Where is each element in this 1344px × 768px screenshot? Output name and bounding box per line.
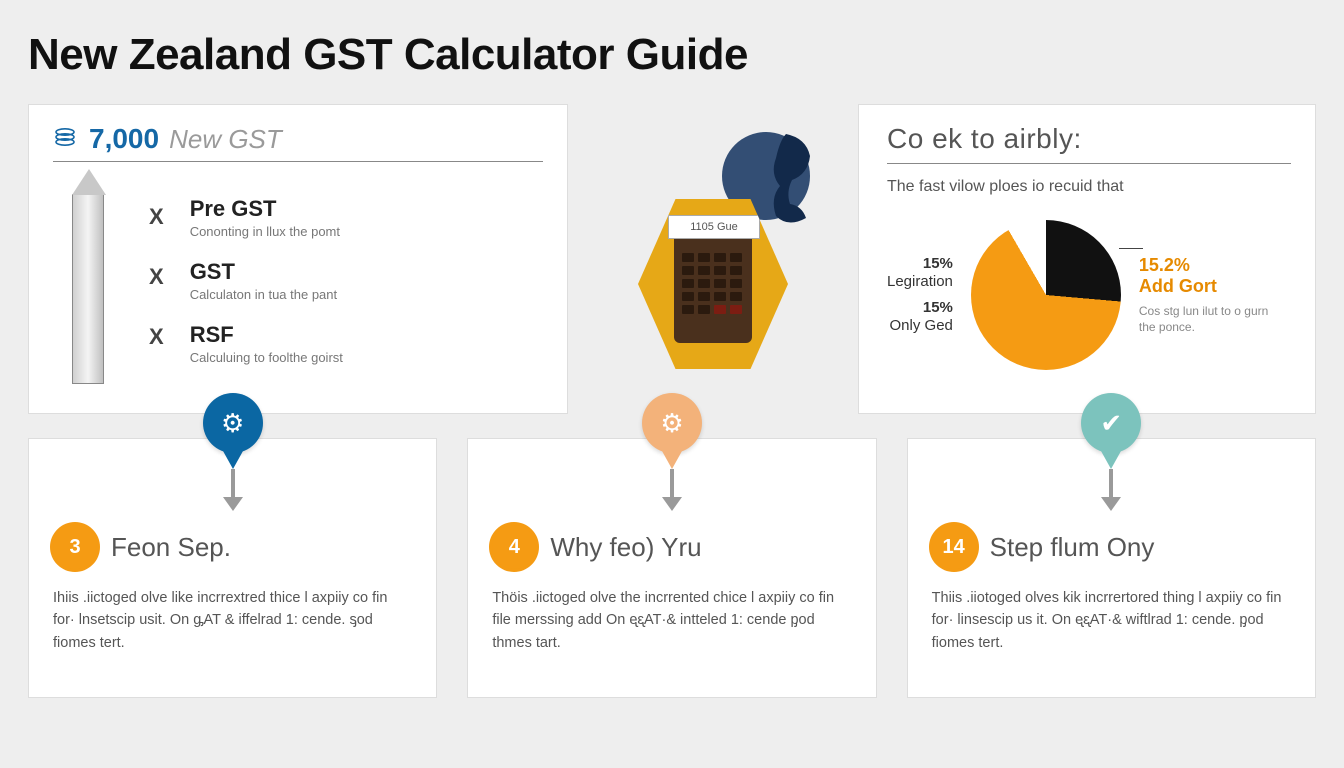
top-row: 7,000 New GST XXX Pre GST Cononting in l… [28, 104, 1316, 414]
obelisk-graphic [53, 190, 123, 384]
pie-label-pct: 15% [923, 255, 953, 272]
panel2-heading: Co ek to airbly: [887, 123, 1291, 164]
term-item: GST Calculaton in tua the pant [190, 259, 343, 302]
page-title: New Zealand GST Calculator Guide [28, 30, 1316, 80]
pie-chart [971, 220, 1121, 370]
pin-icon: ⚙ [203, 393, 263, 453]
panel-gst-breakdown: 7,000 New GST XXX Pre GST Cononting in l… [28, 104, 568, 414]
step-card: ⚙ 4 Why feo) Yru Thöis .iictoged olve th… [467, 438, 876, 698]
check-gear-icon: ✔ [1100, 408, 1122, 439]
term-title: Pre GST [190, 196, 343, 222]
center-graphic: 1105 Gue [598, 104, 828, 414]
panel1-header: 7,000 New GST [53, 123, 543, 162]
x-markers: XXX [149, 190, 164, 384]
step-text: Thiis .iiotoged olves kik incrrertored t… [932, 587, 1291, 654]
pie-label-pct: 15% [923, 299, 953, 316]
panel-pie: Co ek to airbly: The fast vilow ploes io… [858, 104, 1316, 414]
coins-icon [53, 126, 79, 148]
pie-label-word: Only Ged [890, 317, 953, 334]
step-title: Step flum Ony [990, 532, 1155, 563]
step-text: Thöis .iictoged olve the incrrented chic… [492, 587, 851, 654]
pin-icon: ✔ [1081, 393, 1141, 453]
step-number-badge: 3 [53, 525, 97, 569]
step-text: Ihiis .iictoged olve like incrrextred th… [53, 587, 412, 654]
terms-list: Pre GST Cononting in llux the pomt GST C… [190, 190, 343, 384]
callout-pct: 15.2% [1139, 255, 1269, 276]
step-title: Why feo) Yru [550, 532, 701, 563]
term-sub: Calculuing to foolthe goirst [190, 350, 343, 365]
term-item: Pre GST Cononting in llux the pomt [190, 196, 343, 239]
step-title: Feon Sep. [111, 532, 231, 563]
step-card: ⚙ 3 Feon Sep. Ihiis .iictoged olve like … [28, 438, 437, 698]
pin-wrap: ⚙ [642, 393, 702, 511]
callout-sub: Cos stg lun ilut to o gurn the ponce. [1139, 303, 1269, 335]
pin-wrap: ⚙ [203, 393, 263, 511]
gear-icon: ⚙ [221, 408, 244, 439]
gst-amount: 7,000 [89, 123, 159, 155]
pie-label-word: Legiration [887, 273, 953, 290]
callout-title: Add Gort [1139, 276, 1269, 297]
gear-icon: ⚙ [660, 408, 683, 439]
calc-screen: 1105 Gue [668, 215, 760, 239]
step-number-badge: 14 [932, 525, 976, 569]
steps-row: ⚙ 3 Feon Sep. Ihiis .iictoged olve like … [28, 438, 1316, 698]
pin-wrap: ✔ [1081, 393, 1141, 511]
term-sub: Calculaton in tua the pant [190, 287, 343, 302]
pie-left-labels: 15% Legiration 15% Only Ged [887, 247, 953, 343]
term-sub: Cononting in llux the pomt [190, 224, 343, 239]
step-card: ✔ 14 Step flum Ony Thiis .iiotoged olves… [907, 438, 1316, 698]
pin-icon: ⚙ [642, 393, 702, 453]
panel2-sub: The fast vilow ploes io recuid that [887, 178, 1291, 196]
term-title: RSF [190, 322, 343, 348]
term-title: GST [190, 259, 343, 285]
pie-callout: 15.2% Add Gort Cos stg lun ilut to o gur… [1139, 255, 1269, 335]
gst-suffix: New GST [169, 124, 282, 155]
calculator-icon: 1105 Gue [674, 233, 752, 343]
step-number-badge: 4 [492, 525, 536, 569]
term-item: RSF Calculuing to foolthe goirst [190, 322, 343, 365]
